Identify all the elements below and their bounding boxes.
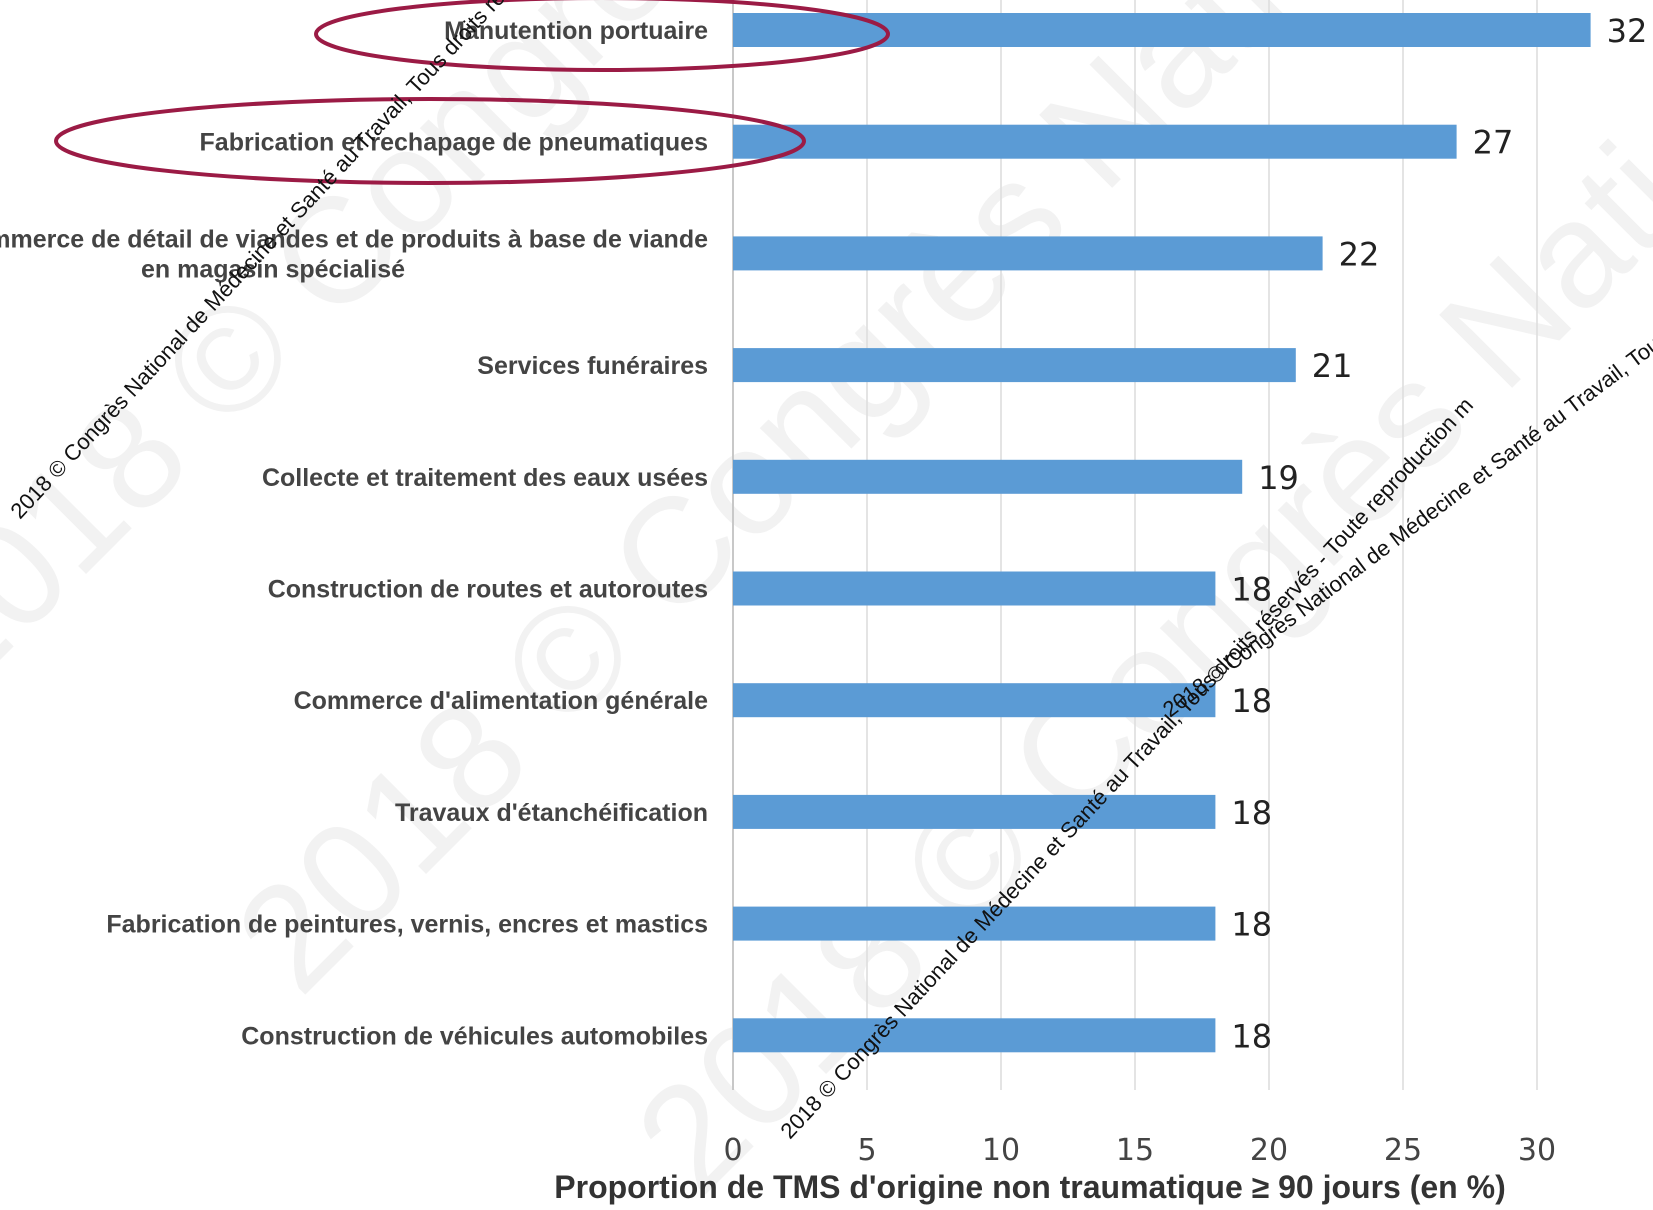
x-tick-label: 20 bbox=[1250, 1133, 1288, 1168]
category-label: Construction de véhicules automobiles bbox=[241, 1022, 708, 1050]
category-label: Manutention portuaire bbox=[444, 17, 708, 45]
x-tick-label: 10 bbox=[982, 1133, 1020, 1168]
bars bbox=[733, 13, 1591, 1053]
value-labels: 32 27 22 21 19 18 18 18 18 18 bbox=[1231, 12, 1647, 1055]
bar bbox=[733, 459, 1243, 494]
category-label: Travaux d'étanchéification bbox=[395, 799, 708, 827]
data-label: 22 bbox=[1339, 235, 1380, 273]
x-tick-label: 30 bbox=[1518, 1133, 1556, 1168]
category-label: Commerce de détail de viandes et de prod… bbox=[0, 225, 708, 283]
data-label: 32 bbox=[1607, 12, 1648, 50]
x-tick-label: 25 bbox=[1384, 1133, 1422, 1168]
bar bbox=[733, 124, 1457, 159]
data-label: 18 bbox=[1231, 1017, 1272, 1055]
highlight-ellipses bbox=[54, 0, 890, 185]
x-axis-title: Proportion de TMS d'origine non traumati… bbox=[554, 1169, 1505, 1205]
x-tick-label: 15 bbox=[1116, 1133, 1154, 1168]
data-label: 18 bbox=[1231, 682, 1272, 720]
category-labels: Manutention portuaire Fabrication et rech… bbox=[0, 17, 708, 1050]
bar bbox=[733, 236, 1323, 271]
bar bbox=[733, 1018, 1216, 1053]
bar bbox=[733, 348, 1296, 383]
category-label: Commerce d'alimentation générale bbox=[294, 687, 709, 715]
data-label: 18 bbox=[1231, 794, 1272, 832]
x-tick-label: 0 bbox=[723, 1133, 742, 1168]
category-label: Collecte et traitement des eaux usées bbox=[262, 464, 708, 492]
x-tick-labels: 0 5 10 15 20 25 30 35 bbox=[723, 1133, 1653, 1168]
category-label: Fabrication de peintures, vernis, encres… bbox=[106, 911, 708, 939]
data-label: 18 bbox=[1231, 906, 1272, 944]
category-label: Services funéraires bbox=[477, 352, 708, 380]
data-label: 18 bbox=[1231, 571, 1272, 609]
data-label: 19 bbox=[1258, 459, 1299, 497]
data-label: 21 bbox=[1312, 347, 1353, 385]
data-label: 27 bbox=[1473, 124, 1514, 162]
x-tick-label: 5 bbox=[857, 1133, 876, 1168]
bar bbox=[733, 794, 1216, 829]
category-label: Construction de routes et autoroutes bbox=[268, 576, 708, 604]
bar bbox=[733, 683, 1216, 718]
highlight-ellipse bbox=[314, 0, 890, 72]
highlight-ellipse bbox=[54, 97, 806, 185]
bar bbox=[733, 13, 1591, 47]
bar bbox=[733, 906, 1216, 941]
bar bbox=[733, 571, 1216, 606]
category-label: Fabrication et rechapage de pneumatiques bbox=[200, 129, 708, 157]
x-tick-label: 35 bbox=[1652, 1133, 1653, 1168]
